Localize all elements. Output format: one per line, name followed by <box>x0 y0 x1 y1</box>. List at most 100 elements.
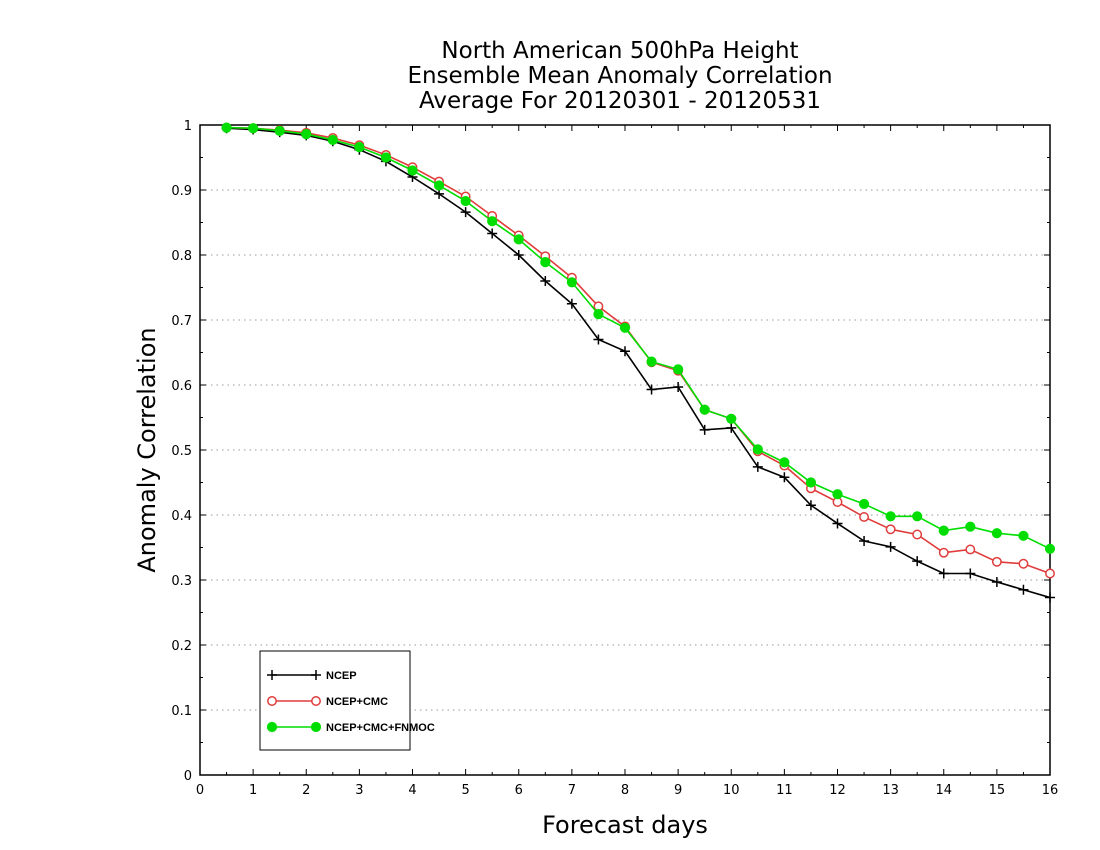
series-ncep <box>221 123 1055 603</box>
data-point <box>885 541 896 552</box>
data-point <box>965 544 976 555</box>
data-point <box>912 556 923 567</box>
data-point <box>965 521 976 532</box>
data-point <box>593 334 604 345</box>
data-point <box>912 529 923 540</box>
data-point <box>991 576 1002 587</box>
legend-label: NCEP+CMC+FNMOC <box>326 722 435 734</box>
data-point <box>221 122 232 133</box>
data-point <box>593 309 604 320</box>
title-line: Ensemble Mean Anomaly Correlation <box>407 63 832 89</box>
data-point <box>699 424 710 435</box>
y-tick-label: 0.1 <box>171 704 192 719</box>
data-point <box>380 152 392 163</box>
data-point <box>267 670 277 680</box>
x-tick-label: 13 <box>882 783 899 798</box>
x-tick-label: 5 <box>461 783 469 798</box>
x-tick-label: 10 <box>723 783 740 798</box>
series-line <box>226 127 1051 599</box>
x-tick-label: 9 <box>674 783 682 798</box>
data-point <box>566 298 577 309</box>
data-point <box>1018 558 1029 569</box>
data-point <box>726 413 737 424</box>
data-point <box>1044 543 1056 554</box>
data-point <box>407 165 418 176</box>
series-ncep-cmc-fnmoc <box>221 122 1056 554</box>
data-point <box>460 195 471 207</box>
series <box>221 122 1056 603</box>
data-point <box>487 228 498 239</box>
x-tick-label: 1 <box>249 783 257 798</box>
data-point <box>726 422 737 433</box>
y-tick-label: 0.7 <box>171 314 192 329</box>
legend-item: NCEP+CMC <box>267 696 388 708</box>
data-point <box>267 696 277 706</box>
data-point <box>311 696 321 706</box>
x-tick-label: 16 <box>1042 783 1059 798</box>
data-point <box>832 518 843 529</box>
data-point <box>433 180 445 191</box>
x-tick-label: 14 <box>935 783 952 798</box>
data-point <box>354 142 365 153</box>
x-axis-label: Forecast days <box>542 811 708 839</box>
data-point <box>1018 584 1029 595</box>
x-tick-label: 8 <box>621 783 629 798</box>
data-point <box>310 721 322 733</box>
y-tick-label: 0.3 <box>171 574 192 589</box>
data-point <box>938 547 949 558</box>
x-tick-label: 11 <box>776 783 793 798</box>
x-tick-label: 6 <box>515 783 523 798</box>
data-point <box>619 322 631 333</box>
legend: NCEP NCEP+CMC NCEP+CMC+FNMOC <box>259 650 435 751</box>
y-tick-label: 0.9 <box>171 184 192 199</box>
y-tick-label: 0.5 <box>171 444 192 459</box>
x-tick-label: 12 <box>829 783 846 798</box>
x-tick-label: 4 <box>408 783 416 798</box>
x-tick-label: 0 <box>196 783 204 798</box>
y-tick-label: 0.2 <box>171 639 192 654</box>
data-point <box>779 472 790 483</box>
y-tick-label: 1 <box>184 119 192 134</box>
data-point <box>885 524 896 535</box>
data-point <box>434 188 445 199</box>
data-point <box>646 384 657 395</box>
data-point <box>620 346 630 357</box>
data-point <box>779 457 790 468</box>
data-point <box>965 568 976 579</box>
data-point <box>938 525 949 536</box>
data-point <box>1045 568 1055 579</box>
y-axis-label: Anomaly Correlation <box>133 327 161 572</box>
data-point <box>885 511 896 522</box>
data-point <box>566 277 577 288</box>
data-point <box>487 216 498 227</box>
data-point <box>460 207 471 218</box>
data-point <box>752 461 763 472</box>
data-point <box>311 670 321 680</box>
y-axis: 0 0.1 0.2 0.3 0.4 0.5 0.6 0.7 0.8 0.9 1 <box>171 119 1050 784</box>
y-tick-label: 0.6 <box>171 379 192 394</box>
data-point <box>991 556 1002 567</box>
data-point <box>327 134 338 146</box>
series-line <box>226 126 1051 550</box>
legend-label: NCEP+CMC <box>326 696 388 708</box>
data-point <box>912 511 923 522</box>
data-point <box>859 536 870 546</box>
data-point <box>991 528 1002 539</box>
data-point <box>248 123 259 134</box>
data-point <box>266 721 278 733</box>
x-tick-label: 15 <box>989 783 1006 798</box>
data-point <box>646 356 657 367</box>
x-axis: 0 1 2 3 4 5 6 7 8 9 10 11 12 13 14 15 16 <box>196 125 1058 798</box>
data-point <box>805 500 816 511</box>
legend-label: NCEP <box>326 670 357 682</box>
data-point <box>805 477 817 488</box>
data-point <box>673 381 684 392</box>
data-point <box>301 129 312 140</box>
legend-item: NCEP <box>267 670 357 682</box>
data-point <box>752 444 763 455</box>
data-point <box>540 257 551 268</box>
data-point <box>1018 530 1029 541</box>
data-point <box>1045 592 1055 603</box>
